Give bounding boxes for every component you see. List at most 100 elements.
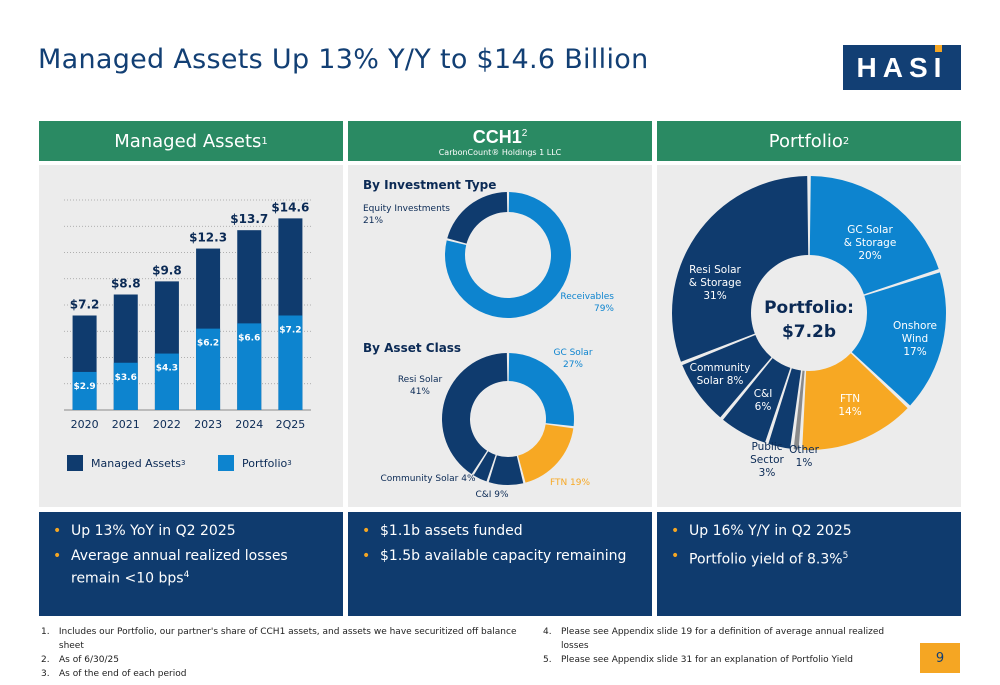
bullet-item: $1.1b assets funded <box>362 522 638 541</box>
legend-managed-label: Managed Assets <box>91 456 181 470</box>
slice-label: Resi Solar <box>398 375 443 385</box>
portfolio-slice <box>672 176 809 362</box>
bullet-item: Portfolio yield of 8.3%5 <box>671 547 947 570</box>
footnote-number: 2. <box>41 655 50 665</box>
bar-portfolio <box>196 328 221 410</box>
bullet-text: Up 13% YoY in Q2 2025 <box>71 523 236 539</box>
portfolio-slice <box>768 368 801 449</box>
x-tick-label: 2Q25 <box>276 418 306 431</box>
slice-label: Onshore <box>893 320 937 332</box>
footnote: 5. Please see Appendix slide 31 for an ex… <box>543 653 903 667</box>
managed-assets-header: Managed Assets 1 <box>39 121 343 161</box>
portfolio-header-sup: 2 <box>842 135 850 147</box>
logo-accent <box>935 45 942 52</box>
cch1-charts: By Investment Type Receivables 79% Equity I… <box>363 178 614 500</box>
cch1-bullets: $1.1b assets funded $1.5b available capa… <box>348 512 652 616</box>
slice-label: Resi Solar <box>689 264 741 276</box>
slice-label: 20% <box>858 250 881 262</box>
managed-assets-chart: $7.2 $2.9 2020 $8.8 $3.6 2021 $9.8 $4.3 2022 $12.… <box>64 199 311 431</box>
slice-label: 1% <box>796 457 813 469</box>
footnote-text: As of the end of each period <box>59 669 187 679</box>
legend-managed-assets: Managed Assets 3 <box>67 455 185 471</box>
slice-label: 6% <box>755 401 772 413</box>
portfolio-center-value: $7.2b <box>781 322 837 342</box>
page-title: Managed Assets Up 13% Y/Y to $14.6 Billi… <box>38 44 649 75</box>
asset-class-slice <box>473 451 496 482</box>
portfolio-bullets: Up 16% Y/Y in Q2 2025 Portfolio yield of… <box>657 512 961 616</box>
cch1-header: CCH12 CarbonCount® Holdings 1 LLC <box>348 121 652 161</box>
legend-managed-sup: 3 <box>180 459 186 467</box>
bar-label-managed: $13.7 <box>230 212 268 226</box>
managed-assets-header-label: Managed Assets <box>114 130 262 152</box>
portfolio-slice <box>793 370 805 450</box>
portfolio-slice <box>682 335 772 418</box>
legend-swatch-managed <box>67 455 83 471</box>
portfolio-slice <box>723 358 791 443</box>
slice-label: Wind <box>902 333 928 345</box>
bar-portfolio <box>154 353 179 410</box>
slice-label: Solar 8% <box>697 375 744 387</box>
portfolio-center-label: Portfolio: <box>764 298 854 318</box>
cch1-header-sub: CarbonCount® Holdings 1 LLC <box>438 148 562 157</box>
portfolio-header-label: Portfolio <box>768 130 843 152</box>
bar-label-portfolio: $2.9 <box>73 382 95 392</box>
slice-label: & Storage <box>689 277 742 289</box>
managed-assets-bullets: Up 13% YoY in Q2 2025 Average annual rea… <box>39 512 343 616</box>
footnote: 1. Includes our Portfolio, our partner's … <box>41 625 541 653</box>
bullet-item: Average annual realized losses remain <1… <box>53 547 329 589</box>
footnote-text: Please see Appendix slide 31 for an expl… <box>561 655 853 665</box>
footnote-text: Please see Appendix slide 19 for a defin… <box>561 627 885 651</box>
investment-type-title: By Investment Type <box>363 178 496 192</box>
investment-type-slice <box>445 192 571 318</box>
bar-label-managed: $7.2 <box>70 298 100 312</box>
asset-class-title: By Asset Class <box>363 341 461 355</box>
bar-label-portfolio: $3.6 <box>115 373 137 383</box>
managed-assets-header-sup: 1 <box>261 135 268 147</box>
footnote-number: 1. <box>41 627 50 637</box>
hasi-logo: HASI <box>843 45 961 90</box>
portfolio-slice <box>802 353 908 450</box>
bar-portfolio <box>113 362 138 410</box>
x-tick-label: 2023 <box>194 418 222 431</box>
bar-label-managed: $12.3 <box>189 231 227 245</box>
slice-label: Community <box>690 362 751 374</box>
footnote-number: 4. <box>543 627 552 637</box>
managed-assets-panel: $7.2 $2.9 2020 $8.8 $3.6 2021 $9.8 $4.3 2022 $12.… <box>39 165 343 507</box>
logo-text: HASI <box>856 51 948 83</box>
bullet-text: Portfolio yield of 8.3% <box>689 551 843 568</box>
slice-label: C&I 9% <box>475 490 509 500</box>
slice-label: 17% <box>903 346 926 358</box>
asset-class-slice <box>518 424 574 483</box>
bar-label-portfolio: $7.2 <box>279 326 301 336</box>
bullet-item: $1.5b available capacity remaining <box>362 547 638 566</box>
bar-label-managed: $9.8 <box>152 263 182 277</box>
footnote-text: Includes our Portfolio, our partner's sh… <box>58 627 517 651</box>
slice-label: Community Solar 4% <box>380 474 475 484</box>
slice-label: GC Solar <box>553 348 592 358</box>
slice-label: Sector <box>750 454 784 466</box>
legend-portfolio-sup: 3 <box>287 459 292 467</box>
page-number: 9 <box>920 643 960 673</box>
x-tick-label: 2020 <box>71 418 99 431</box>
bullet-text: Up 16% Y/Y in Q2 2025 <box>689 523 852 539</box>
footnote: 4. Please see Appendix slide 19 for a def… <box>543 625 903 653</box>
slice-label: 14% <box>838 406 861 418</box>
legend-portfolio-label: Portfolio <box>242 456 288 470</box>
slice-label-pct: 41% <box>410 387 430 397</box>
bar-portfolio <box>278 315 303 410</box>
x-tick-label: 2024 <box>235 418 263 431</box>
footnotes-left: 1. Includes our Portfolio, our partner's … <box>41 625 541 681</box>
slice-label: 3% <box>759 467 776 479</box>
footnote-text: As of 6/30/25 <box>59 655 119 665</box>
bullet-item: Up 16% Y/Y in Q2 2025 <box>671 522 947 541</box>
portfolio-slice <box>851 272 946 406</box>
portfolio-slice <box>809 176 939 295</box>
portfolio-header: Portfolio 2 <box>657 121 961 161</box>
footnotes-right: 4. Please see Appendix slide 19 for a def… <box>543 625 903 667</box>
bullet-text: $1.5b available capacity remaining <box>380 548 627 564</box>
bullet-text: Average annual realized losses remain <1… <box>71 548 288 587</box>
cch1-header-sup: 2 <box>521 128 528 139</box>
slice-label: Receivables <box>560 292 614 302</box>
bar-label-portfolio: $6.6 <box>238 333 260 343</box>
asset-class-slice <box>442 353 508 475</box>
